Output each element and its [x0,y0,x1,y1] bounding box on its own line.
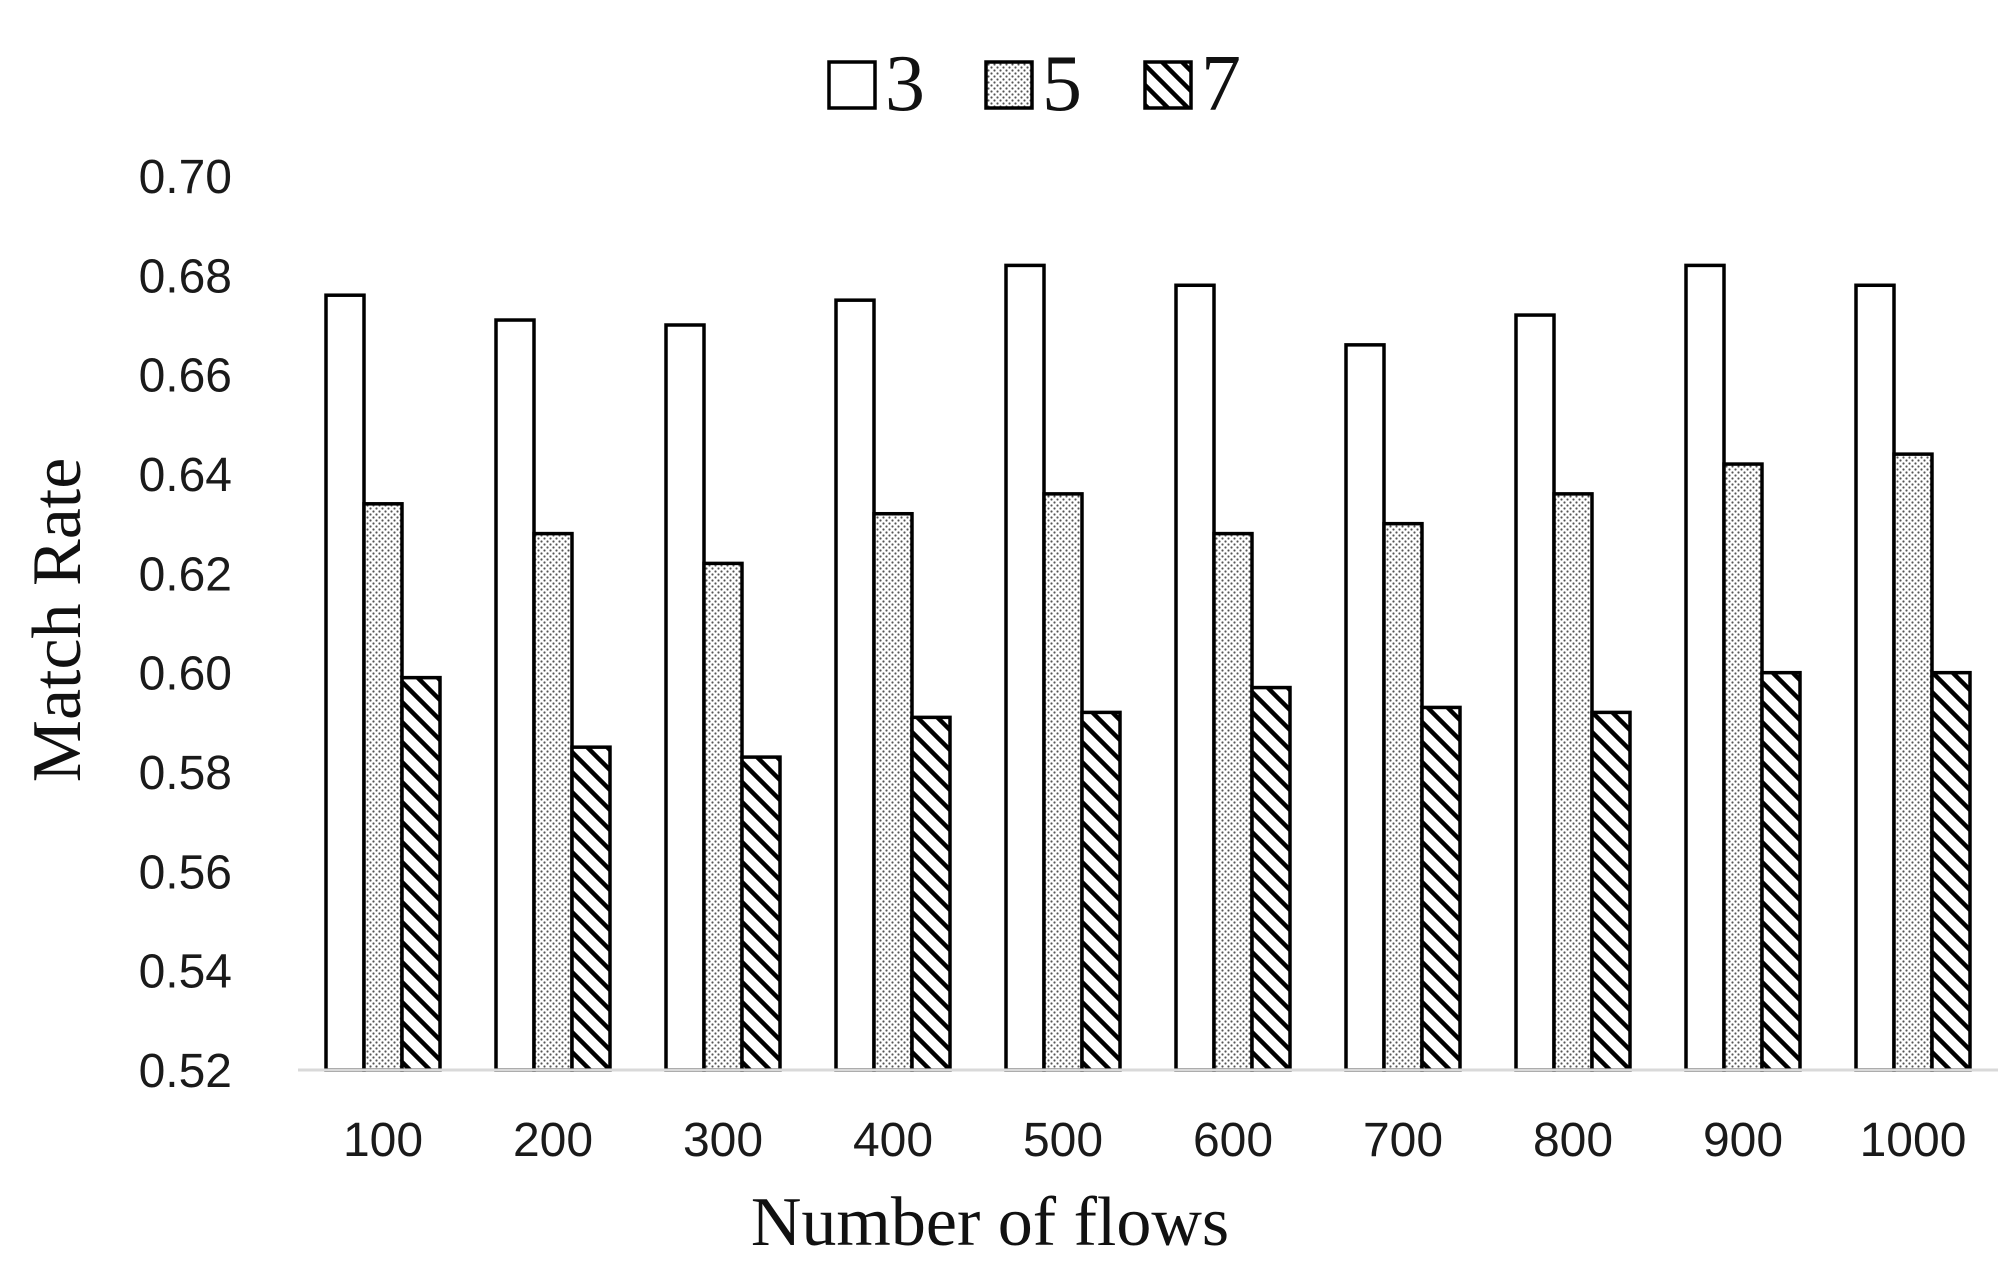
bar-series-7-300 [740,755,782,1072]
bar-series-7-500 [1080,710,1122,1072]
legend-swatch [827,60,877,110]
x-tick-label: 700 [1363,1114,1443,1167]
legend-label: 3 [885,40,925,128]
legend-item-5: 5 [984,40,1082,128]
bar-series-5-500 [1042,492,1084,1072]
bar-series-3-900 [1684,263,1726,1072]
bar-series-3-1000 [1854,283,1896,1072]
legend-item-7: 7 [1143,40,1241,128]
bar-series-3-800 [1514,313,1556,1072]
x-tick-label: 300 [683,1114,763,1167]
bar-series-7-100 [400,675,442,1072]
x-axis: 100 200 300 400 500 600 700 800 900 1000 [298,1068,1998,1167]
bar-series-5-1000 [1892,452,1934,1072]
bar-series-7-600 [1250,685,1292,1072]
y-tick-label: 0.60 [139,648,232,701]
bar-series-3-300 [664,323,706,1072]
x-tick-label: 900 [1703,1114,1783,1167]
y-tick-label: 0.52 [139,1045,232,1098]
x-tick-label: 200 [513,1114,593,1167]
legend-label: 7 [1201,40,1241,128]
legend-swatch [984,60,1034,110]
legend-swatch [1143,60,1193,110]
y-tick-label: 0.54 [139,946,232,999]
legend-label: 5 [1042,40,1082,128]
x-tick-label: 800 [1533,1114,1613,1167]
y-axis: 0.70 0.68 0.66 0.64 0.62 0.60 0.58 0.56 0.54 0.52 [139,151,232,1098]
y-tick-label: 0.68 [139,250,232,303]
bar-series-5-100 [362,502,404,1072]
bar-series-7-200 [570,745,612,1072]
bar-series-3-700 [1344,343,1386,1072]
y-tick-label: 0.56 [139,846,232,899]
bar-series-5-300 [702,561,744,1072]
legend-item-3: 3 [827,40,925,128]
bar-series-5-600 [1212,531,1254,1072]
bar-series-7-900 [1760,670,1802,1072]
y-tick-label: 0.58 [139,747,232,800]
x-tick-label: 500 [1023,1114,1103,1167]
bar-series-3-500 [1004,263,1046,1072]
bar-series-3-200 [494,318,536,1072]
bar-series-3-100 [324,293,366,1072]
bar-series-7-700 [1420,705,1462,1072]
bar-series-3-400 [834,298,876,1072]
legend: 3 5 7 [827,40,1241,128]
bar-series-7-800 [1590,710,1632,1072]
x-tick-label: 1000 [1860,1114,1967,1167]
x-tick-label: 600 [1193,1114,1273,1167]
bar-series-7-1000 [1930,670,1972,1072]
bar-series-5-900 [1722,462,1764,1072]
bar-series-5-400 [872,511,914,1072]
y-axis-title: Match Rate [19,458,96,783]
x-tick-label: 400 [853,1114,933,1167]
bar-series-5-200 [532,531,574,1072]
bar-series-5-700 [1382,521,1424,1072]
x-tick-label: 100 [343,1114,423,1167]
y-tick-label: 0.62 [139,548,232,601]
bars [324,263,1972,1072]
bar-series-5-800 [1552,492,1594,1072]
bar-series-7-400 [910,715,952,1072]
y-tick-label: 0.70 [139,151,232,204]
bar-series-3-600 [1174,283,1216,1072]
y-tick-label: 0.66 [139,350,232,403]
x-axis-title: Number of flows [751,1184,1229,1261]
y-tick-label: 0.64 [139,449,232,502]
